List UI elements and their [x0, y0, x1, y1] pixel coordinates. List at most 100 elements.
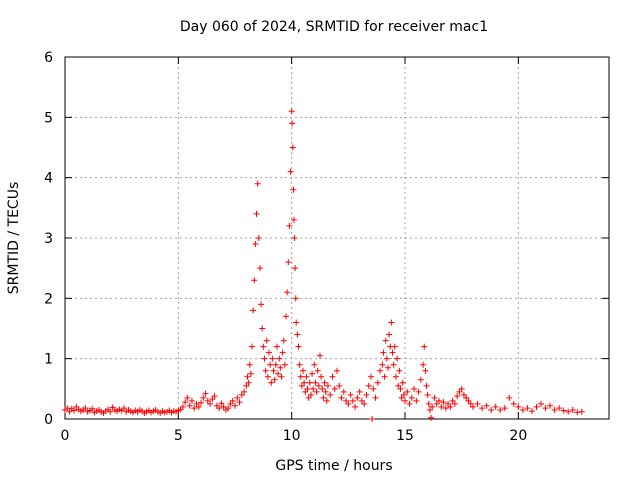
- data-point: [82, 405, 89, 412]
- data-point: [317, 352, 323, 359]
- data-point: [528, 408, 535, 415]
- data-point: [365, 382, 372, 389]
- data-point: [318, 373, 325, 380]
- data-point: [293, 319, 300, 326]
- data-point: [324, 382, 331, 389]
- data-point: [287, 168, 294, 175]
- data-point: [66, 408, 73, 415]
- data-point: [291, 235, 298, 241]
- data-point: [179, 403, 186, 410]
- data-point: [374, 379, 381, 386]
- data-point: [286, 222, 293, 229]
- data-point: [394, 355, 401, 362]
- x-tick-labels: 0 5 10 15 20: [61, 428, 528, 444]
- data-point: [277, 364, 284, 371]
- data-point: [263, 337, 270, 344]
- data-point: [361, 400, 368, 407]
- data-point: [436, 397, 442, 404]
- data-point: [204, 397, 211, 404]
- data-point: [347, 391, 354, 398]
- data-point: [463, 394, 470, 401]
- data-point: [301, 379, 308, 386]
- data-point: [336, 382, 343, 389]
- data-point: [574, 409, 581, 416]
- data-point: [295, 343, 302, 350]
- data-point: [311, 361, 318, 368]
- data-point: [492, 403, 499, 410]
- data-point: [506, 394, 513, 401]
- data-point: [406, 400, 413, 407]
- data-point: [259, 325, 266, 332]
- axis-ticks: [64, 56, 609, 420]
- data-point: [391, 343, 398, 350]
- data-point: [252, 241, 259, 248]
- data-point: [395, 382, 402, 389]
- data-point: [211, 393, 218, 400]
- data-point: [456, 388, 463, 395]
- data-point: [268, 379, 275, 386]
- data-point: [474, 400, 481, 407]
- y-tick-label: 3: [44, 231, 53, 247]
- data-point: [519, 406, 526, 413]
- data-point: [241, 388, 248, 395]
- data-point: [343, 397, 350, 404]
- data-point: [389, 349, 396, 356]
- data-point: [404, 388, 411, 395]
- data-point: [417, 376, 424, 383]
- data-point: [255, 235, 262, 241]
- data-point: [458, 385, 465, 392]
- data-point: [306, 379, 313, 386]
- data-point: [429, 403, 436, 410]
- data-point: [422, 367, 429, 374]
- data-point: [560, 407, 567, 414]
- data-point: [420, 361, 427, 368]
- data-point: [524, 405, 531, 412]
- data-point: [551, 406, 558, 413]
- data-point: [354, 394, 361, 401]
- data-point: [460, 391, 467, 398]
- x-tick-label: 5: [174, 428, 183, 444]
- data-point: [246, 361, 253, 368]
- data-points: [62, 108, 585, 422]
- data-point: [421, 343, 428, 350]
- data-point: [229, 397, 236, 404]
- y-axis-title: SRMTID / TECUs: [6, 182, 22, 295]
- data-point: [542, 405, 549, 412]
- data-point: [188, 397, 195, 404]
- data-point: [232, 402, 238, 409]
- data-point: [191, 405, 198, 412]
- data-point: [538, 400, 544, 407]
- data-point: [372, 394, 379, 401]
- data-point: [442, 405, 449, 412]
- data-point: [202, 390, 209, 397]
- data-point: [449, 397, 456, 404]
- y-tick-label: 0: [44, 412, 53, 428]
- data-point: [312, 379, 319, 386]
- data-point: [377, 367, 384, 374]
- data-point: [309, 370, 316, 377]
- data-point: [470, 403, 476, 410]
- data-point: [107, 408, 114, 415]
- data-point: [352, 403, 359, 410]
- data-point: [578, 408, 585, 415]
- data-point: [184, 394, 191, 401]
- data-point: [234, 394, 241, 401]
- data-point: [569, 406, 576, 413]
- data-point: [251, 277, 258, 284]
- data-point: [454, 393, 461, 400]
- data-point: [565, 408, 572, 415]
- data-point: [425, 400, 432, 407]
- x-tick-label: 15: [396, 428, 414, 444]
- data-point: [370, 385, 377, 392]
- data-point: [369, 416, 376, 422]
- data-point: [302, 388, 309, 395]
- data-point: [392, 373, 399, 380]
- data-point: [408, 394, 415, 401]
- data-point: [227, 400, 234, 407]
- data-point: [292, 265, 299, 272]
- data-point: [294, 331, 301, 338]
- data-point: [279, 349, 286, 356]
- data-point: [292, 295, 299, 302]
